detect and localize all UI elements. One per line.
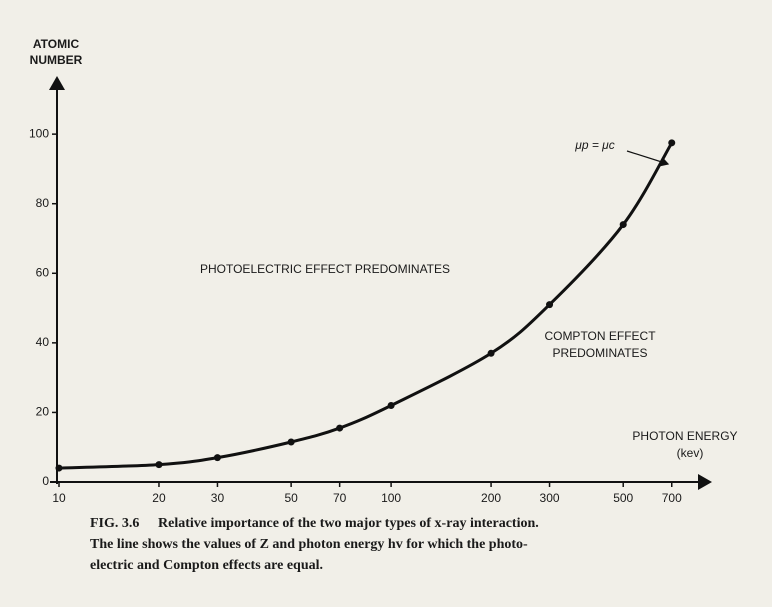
caption: electric and Compton effects are equal. [90,558,323,573]
annotation: COMPTON EFFECT [544,329,656,343]
y-tick-label: 40 [36,335,50,349]
data-point [336,424,344,432]
data-point [287,438,295,446]
x-tick-label: 300 [540,491,560,505]
caption-label: FIG. 3.6 [90,516,139,531]
data-point [387,401,395,409]
y-tick-label: 80 [36,196,50,210]
x-tick-label: 200 [481,491,501,505]
data-point [487,349,495,357]
data-point [546,301,554,309]
x-tick-label: 70 [333,491,347,505]
data-point [668,139,676,147]
x-tick-label: 100 [381,491,401,505]
x-tick-label: 20 [152,491,166,505]
x-tick-label: 10 [52,491,66,505]
caption: The line shows the values of Z and photo… [90,537,528,552]
x-tick-label: 50 [284,491,298,505]
annotation: PREDOMINATES [552,346,647,360]
caption: Relative importance of the two major typ… [158,516,539,531]
y-tick-label: 20 [36,405,50,419]
data-point [55,464,63,472]
x-tick-label: 700 [662,491,682,505]
annotation: PHOTOELECTRIC EFFECT PREDOMINATES [200,262,450,276]
data-point [619,221,627,229]
x-axis-label: (kev) [677,446,704,460]
curve-label: μp = μc [574,138,615,152]
y-tick-label: 100 [29,126,49,140]
x-axis-label: PHOTON ENERGY [632,429,737,443]
x-tick-label: 500 [613,491,633,505]
data-point [213,454,221,462]
y-tick-label: 60 [36,265,50,279]
y-tick-label: 0 [42,474,49,488]
y-axis-label: ATOMIC [33,37,80,51]
y-axis-label: NUMBER [30,53,83,67]
x-tick-label: 30 [211,491,225,505]
curve [58,142,674,470]
data-point [155,461,163,469]
